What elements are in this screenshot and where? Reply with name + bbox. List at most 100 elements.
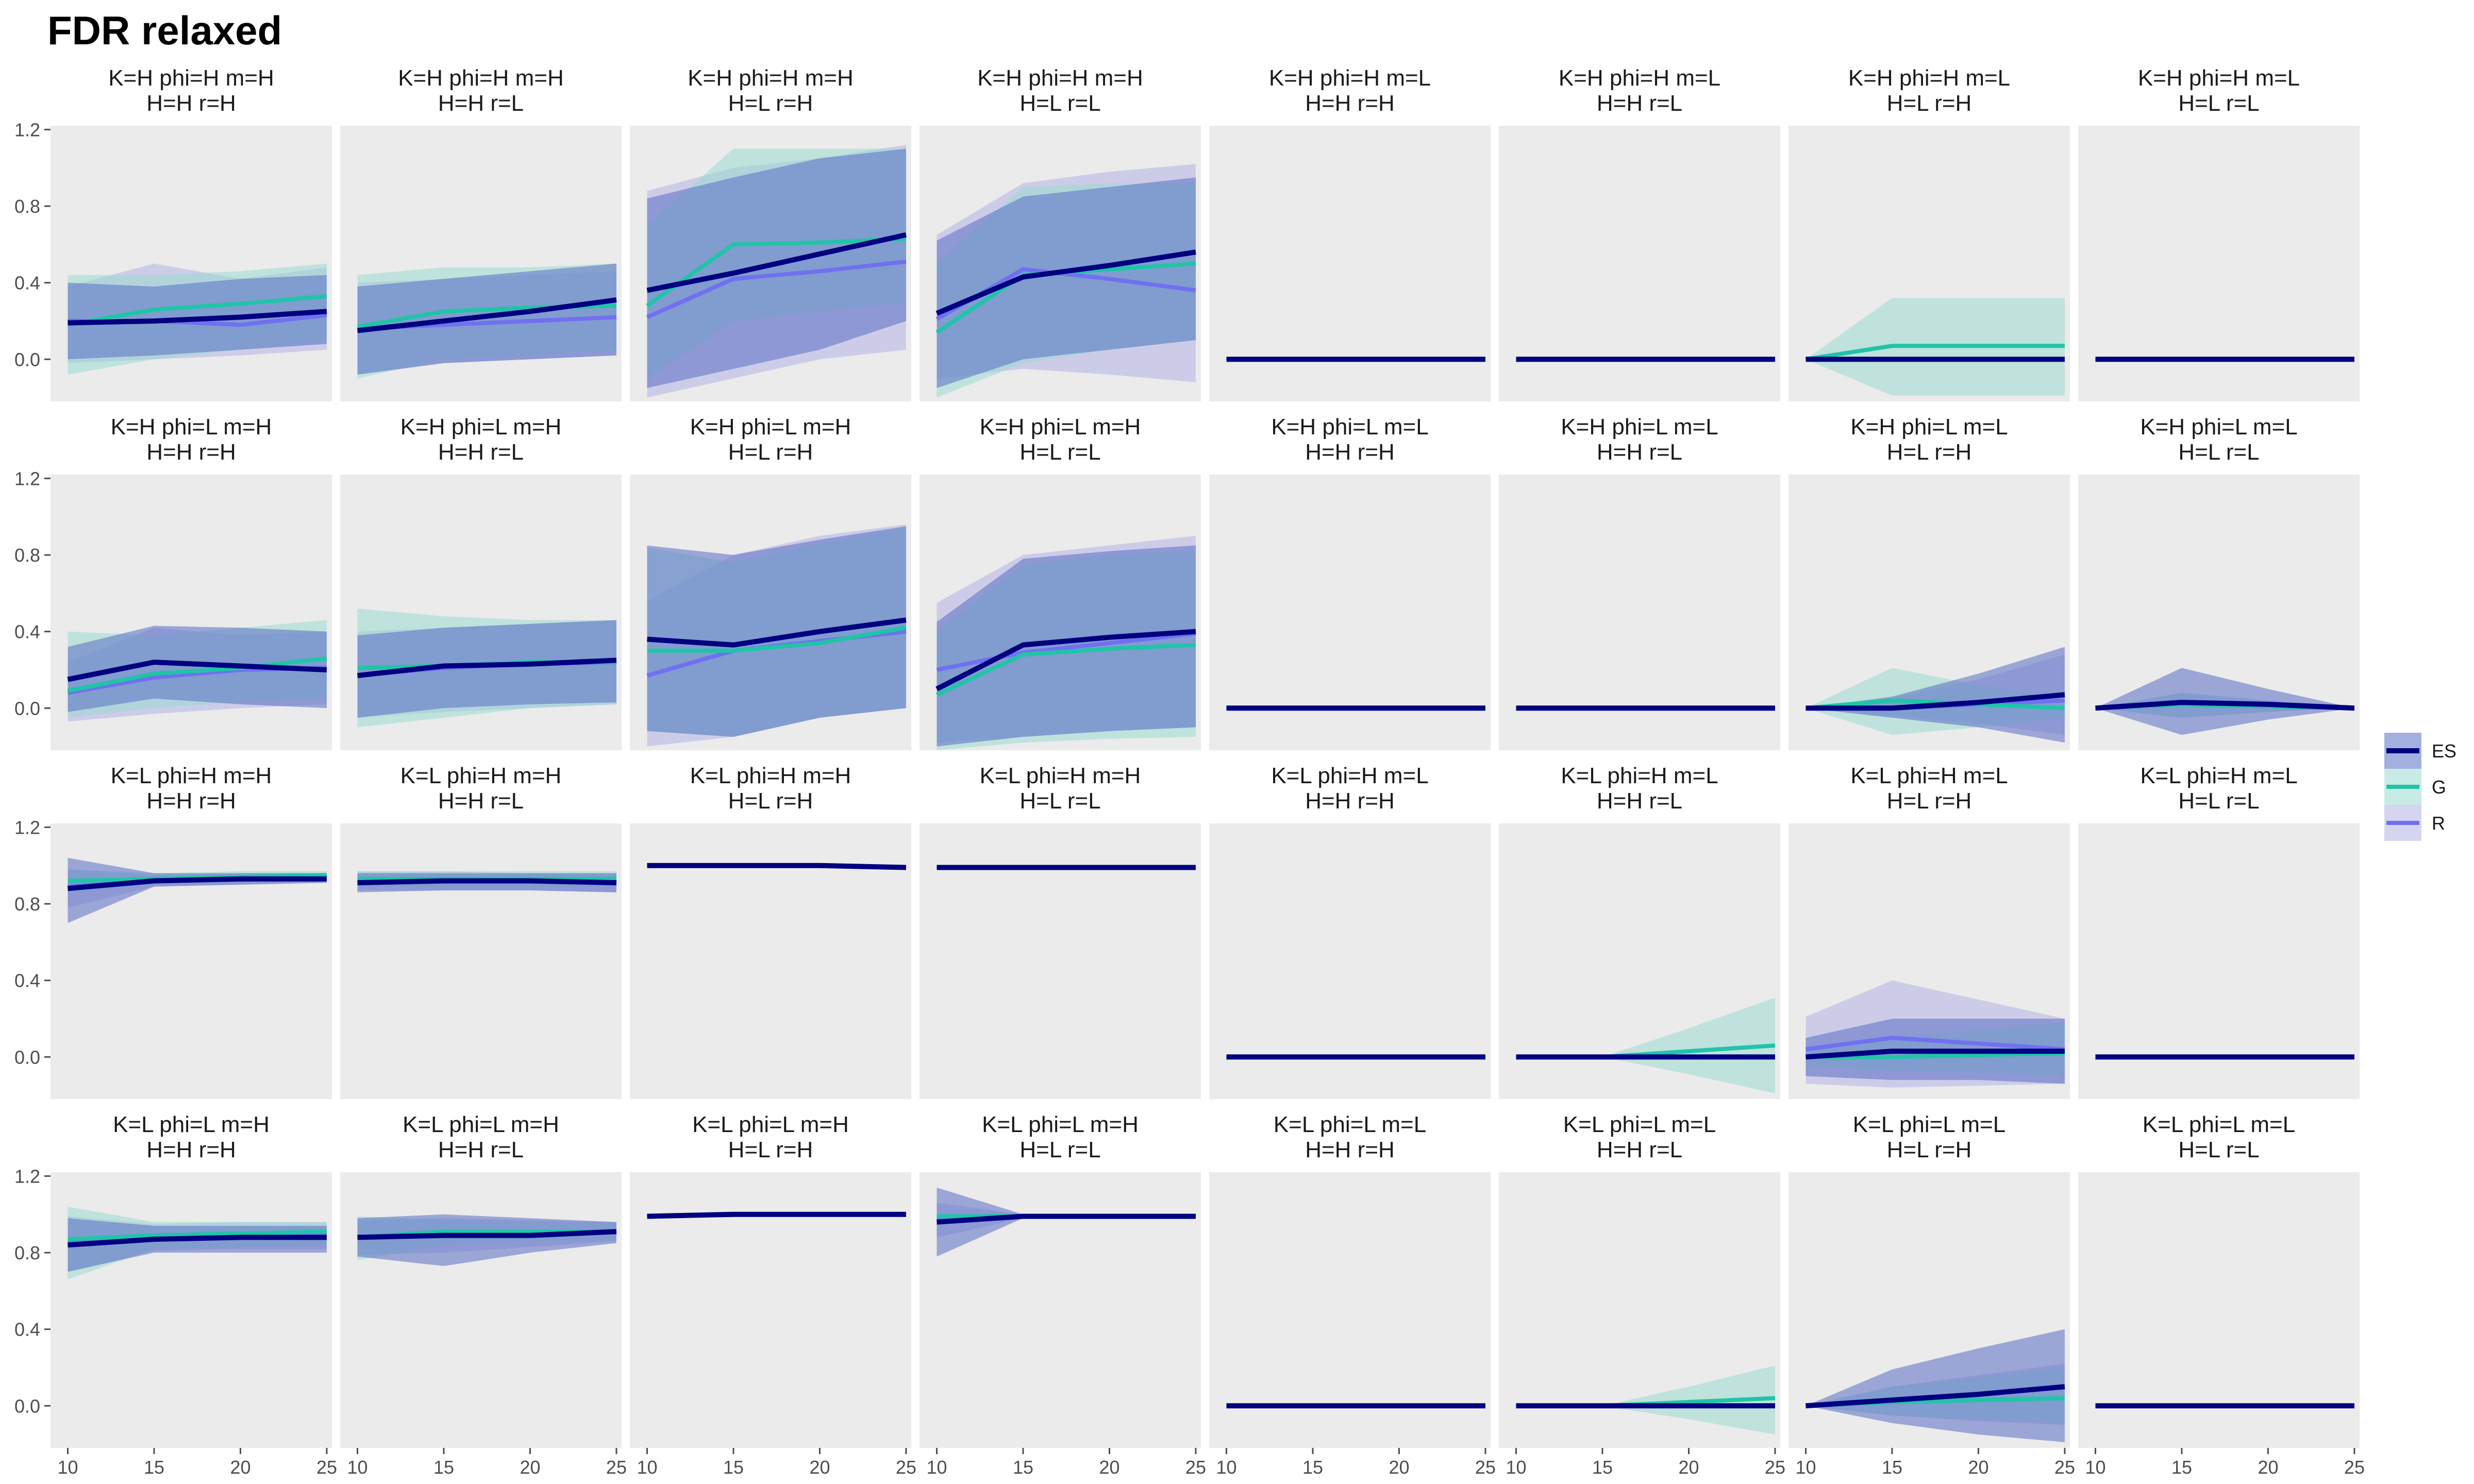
facet-panel: K=L phi=H m=HH=L r=L [920,763,1201,1099]
x-tick-label: 25 [316,1457,337,1478]
strip-label: K=H phi=H m=L [2138,65,2300,91]
x-tick-label: 25 [1765,1457,1785,1478]
confidence-band-es [647,526,906,737]
facet-panel: K=H phi=H m=HH=L r=H [630,65,911,401]
strip-label: K=H phi=L m=L [1850,414,2008,440]
strip-label: K=L phi=L m=L [2143,1112,2295,1137]
strip-label: K=H phi=H m=H [108,65,274,91]
strip-label: K=L phi=H m=L [1561,763,1718,788]
facet-panel: K=H phi=L m=LH=L r=L [2078,414,2360,750]
y-tick-label: 0.8 [14,196,40,217]
series-line-r [1805,1036,2065,1052]
x-tick-label: 15 [1882,1457,1902,1478]
facet-panel: K=L phi=H m=HH=H r=H 0.0 0.4 0.8 1.2 [14,763,332,1099]
series-line-g [646,237,907,308]
strip-label: H=H r=L [1597,1137,1682,1162]
x-tick-label: 15 [723,1457,744,1478]
strip-label: H=L r=L [2178,440,2259,465]
confidence-band-es [68,857,327,923]
strip-label: K=L phi=L m=L [1563,1112,1716,1137]
strip-label: H=L r=L [2178,91,2259,116]
strip-label: H=L r=H [728,440,813,465]
panel-background [1499,126,1780,401]
facet-panel: K=H phi=L m=LH=H r=H [1209,414,1491,750]
strip-label: K=H phi=H m=L [1269,65,1431,91]
legend: ES GR [2384,733,2456,841]
facet-panel: K=H phi=H m=LH=L r=L [2078,65,2360,401]
series-line-es [647,1211,906,1219]
series-line-r [936,631,1196,672]
strip-label: K=L phi=H m=H [111,763,272,788]
facet-panel: K=H phi=L m=LH=H r=L [1499,414,1780,750]
strip-label: K=L phi=H m=H [690,763,851,788]
y-tick-label: 1.2 [14,817,40,838]
x-tick-label: 20 [230,1457,250,1478]
y-tick-label: 1.2 [14,468,40,489]
facet-panel: K=H phi=H m=HH=L r=L [920,65,1201,401]
series-line-es [357,878,617,886]
series-line-es [935,249,1196,316]
x-tick-label: 15 [2171,1457,2192,1478]
series-line-g [1805,344,2065,362]
panel-background [920,823,1201,1099]
x-tick-label: 15 [144,1457,164,1478]
strip-label: K=L phi=L m=H [692,1112,849,1137]
panel-background [2078,1172,2360,1448]
x-tick-label: 10 [926,1457,947,1478]
series-line-es [937,1213,1196,1225]
strip-label: K=H phi=L m=L [1561,414,1718,440]
x-tick-label: 20 [1389,1457,1409,1478]
x-tick-label: 20 [1099,1457,1119,1478]
x-tick-label: 10 [2085,1457,2105,1478]
y-tick-label: 0.4 [14,621,40,643]
x-tick-label: 25 [1185,1457,1206,1478]
strip-label: H=L r=L [1019,91,1100,116]
x-tick-label: 10 [1795,1457,1816,1478]
strip-label: K=L phi=H m=L [1271,763,1428,788]
confidence-band-g [1516,998,1775,1093]
series-line-g [68,1229,327,1242]
series-line-es [2095,700,2355,711]
confidence-band-es [357,620,616,718]
strip-label: H=L r=H [1887,1137,1972,1162]
y-tick-label: 0.4 [14,970,40,991]
strip-label: H=H r=L [1597,440,1682,465]
strip-label: K=H phi=L m=H [690,414,851,440]
strip-label: H=L r=L [1019,1137,1100,1162]
strip-label: H=H r=H [1305,1137,1395,1162]
panel-background [1209,475,1491,750]
facet-panel: K=L phi=H m=LH=L r=L [2078,763,2360,1099]
y-tick-label: 1.2 [14,1166,40,1187]
strip-label: H=L r=H [1887,440,1972,465]
y-tick-label: 0.8 [14,545,40,566]
y-tick-label: 0.0 [14,1047,40,1068]
x-tick-label: 10 [1506,1457,1526,1478]
facet-panel: K=H phi=L m=HH=H r=H 0.0 0.4 0.8 1.2 [14,414,332,750]
facet-panel: K=H phi=H m=LH=L r=H [1788,65,2070,401]
strip-label: H=L r=H [728,1137,813,1162]
x-tick-label: 10 [57,1457,78,1478]
facet-panel: K=H phi=H m=HH=H r=H 0.0 0.4 0.8 1.2 [14,65,332,401]
confidence-band-es [1806,647,2065,743]
panel-background [630,823,911,1099]
legend-label-es: ES [2432,740,2456,762]
series-line-es [1806,1384,2065,1409]
strip-label: H=L r=L [2178,788,2259,814]
strip-label: H=H r=L [438,440,524,465]
series-line-es [646,232,907,293]
series-line-g [67,294,327,327]
facet-panel: K=L phi=H m=HH=H r=L [340,763,622,1099]
strip-label: K=L phi=H m=L [2140,763,2297,788]
x-tick-label: 10 [1216,1457,1236,1478]
strip-label: K=H phi=L m=L [2140,414,2297,440]
series-line-g [1806,698,2065,711]
x-tick-label: 25 [606,1457,627,1478]
x-tick-label: 20 [1968,1457,1988,1478]
facet-panel: K=H phi=L m=HH=H r=L [340,414,622,750]
y-tick-label: 0.8 [14,1242,40,1263]
confidence-band-es [1806,1329,2065,1442]
x-tick-label: 15 [1302,1457,1323,1478]
facet-panel: K=L phi=L m=LH=H r=H 10 15 20 25 [1209,1112,1496,1478]
strip-label: H=L r=L [2178,1137,2259,1162]
x-tick-label: 25 [1475,1457,1496,1478]
